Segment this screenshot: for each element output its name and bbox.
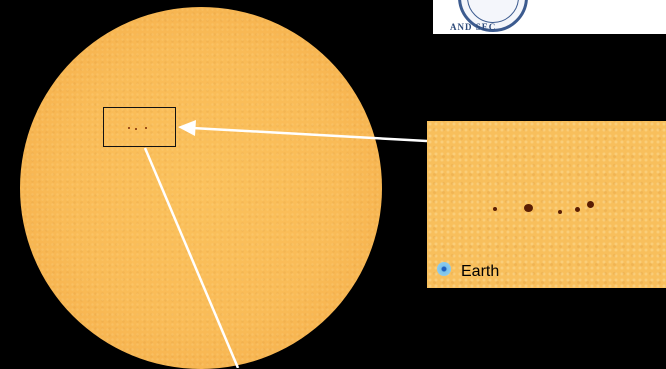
sunspot-mini bbox=[145, 127, 147, 129]
sunspot-mini bbox=[128, 127, 130, 129]
sunspot bbox=[587, 201, 594, 208]
logo-card: AND SEC bbox=[433, 0, 666, 34]
sun-disk bbox=[20, 7, 382, 369]
sunspot bbox=[558, 210, 562, 214]
sunspot-mini bbox=[135, 128, 137, 130]
arrow-head-icon bbox=[178, 120, 196, 136]
sunspot bbox=[493, 207, 497, 211]
sunspot bbox=[524, 204, 533, 212]
zoom-inset bbox=[427, 121, 666, 288]
region-of-interest-box bbox=[103, 107, 176, 147]
sunspot bbox=[575, 207, 580, 212]
earth-scale-icon bbox=[437, 262, 451, 276]
earth-label: Earth bbox=[461, 263, 500, 280]
pointer-line bbox=[143, 147, 240, 368]
seal-text: AND SEC bbox=[450, 22, 497, 32]
zoom-arrow bbox=[191, 126, 428, 143]
